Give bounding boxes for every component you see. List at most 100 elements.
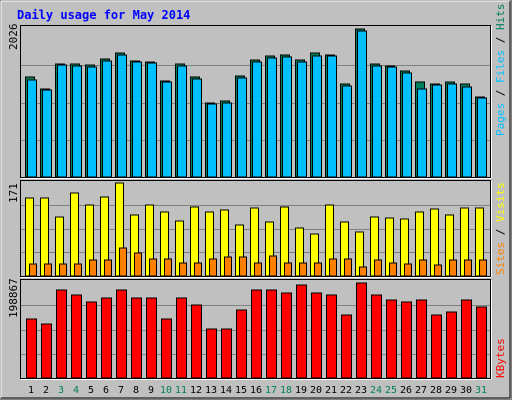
sites-bar-day-15 [239,256,247,277]
middle-axis-label-sites: Sites [494,242,507,275]
sites-bar-day-11 [179,262,187,277]
sites-bar-day-1 [29,263,37,277]
day-label-22: 22 [340,385,352,396]
day-label-30: 30 [460,385,472,396]
sites-bar-day-19 [299,262,307,277]
middle-axis-label-sep: / [494,222,507,242]
kbytes-bar-day-13 [206,328,217,379]
files-bar-day-29 [447,83,457,178]
top-axis-label-files: Files [494,50,507,83]
sites-bar-day-4 [74,263,82,277]
sites-bar-day-17 [269,255,277,277]
sites-bar-day-30 [464,259,472,277]
files-bar-day-2 [42,89,52,178]
top-axis-label-sep-2: / [494,30,507,50]
kbytes-bar-day-5 [86,301,97,379]
day-label-15: 15 [235,385,247,396]
kbytes-bar-day-19 [296,284,307,379]
sites-bar-day-5 [89,259,97,277]
day-label-5: 5 [88,385,94,396]
kbytes-bar-day-6 [101,297,112,379]
middle-axis-label-visits: Visits [494,182,507,222]
sites-bar-day-21 [329,258,337,277]
files-bar-day-9 [147,62,157,178]
kbytes-bar-day-2 [41,323,52,379]
day-label-2: 2 [43,385,49,396]
files-bar-day-7 [117,54,127,178]
kbytes-bar-day-27 [416,299,427,379]
sites-bar-day-29 [449,259,457,277]
files-bar-day-31 [477,97,487,178]
day-label-9: 9 [148,385,154,396]
files-bar-day-15 [237,77,247,178]
kbytes-bar-day-24 [371,294,382,379]
kbytes-bar-day-22 [341,314,352,379]
day-label-12: 12 [190,385,202,396]
kbytes-bar-day-8 [131,297,142,379]
day-label-24: 24 [370,385,382,396]
files-bar-day-28 [432,84,442,178]
kbytes-bar-day-28 [431,314,442,379]
sites-bar-day-28 [434,264,442,277]
kbytes-bar-day-21 [326,294,337,379]
day-label-26: 26 [400,385,412,396]
kbytes-bar-day-23 [356,282,367,379]
day-label-27: 27 [415,385,427,396]
sites-bar-day-3 [59,263,67,277]
day-label-7: 7 [118,385,124,396]
day-label-31: 31 [475,385,487,396]
day-label-17: 17 [265,385,277,396]
sites-bar-day-13 [209,258,217,277]
middle-panel-max-label: 171 [7,183,20,203]
files-bar-day-26 [402,72,412,178]
sites-bar-day-12 [194,262,202,277]
top-axis-label-pages: Pages [494,103,507,136]
files-bar-day-27 [417,88,427,178]
day-label-4: 4 [73,385,79,396]
kbytes-bar-day-7 [116,289,127,379]
files-bar-day-1 [27,79,37,178]
day-label-3: 3 [58,385,64,396]
day-label-14: 14 [220,385,232,396]
files-bar-day-22 [342,85,352,178]
kbytes-bar-day-20 [311,292,322,379]
day-label-1: 1 [28,385,34,396]
files-bar-day-24 [372,65,382,178]
day-label-11: 11 [175,385,187,396]
day-label-18: 18 [280,385,292,396]
kbytes-bar-day-14 [221,328,232,379]
sites-bar-day-31 [479,259,487,277]
sites-bar-day-9 [149,258,157,277]
day-label-16: 16 [250,385,262,396]
bottom-panel-max-label: 198867 [7,278,20,318]
files-bar-day-11 [177,65,187,178]
day-label-21: 21 [325,385,337,396]
top-axis-label-hits: Hits [494,4,507,31]
files-bar-day-19 [297,61,307,178]
sites-bar-day-8 [134,252,142,277]
files-bar-day-16 [252,61,262,178]
files-bar-day-18 [282,56,292,178]
sites-bar-day-7 [119,247,127,277]
sites-bar-day-16 [254,262,262,277]
kbytes-bar-day-11 [176,297,187,379]
sites-bar-day-18 [284,262,292,277]
day-label-29: 29 [445,385,457,396]
files-bar-day-12 [192,78,202,178]
kbytes-bar-day-16 [251,289,262,379]
files-bar-day-25 [387,66,397,178]
files-bar-day-13 [207,103,217,178]
day-label-28: 28 [430,385,442,396]
kbytes-bar-day-15 [236,309,247,379]
sites-bar-day-26 [404,263,412,277]
sites-bar-day-24 [374,259,382,277]
sites-bar-day-23 [359,266,367,277]
sites-bar-day-10 [164,258,172,277]
day-label-10: 10 [160,385,172,396]
files-bar-day-6 [102,60,112,178]
files-bar-day-8 [132,61,142,178]
kbytes-bar-day-29 [446,311,457,379]
day-label-6: 6 [103,385,109,396]
files-bar-day-17 [267,57,277,178]
files-bar-day-4 [72,65,82,178]
